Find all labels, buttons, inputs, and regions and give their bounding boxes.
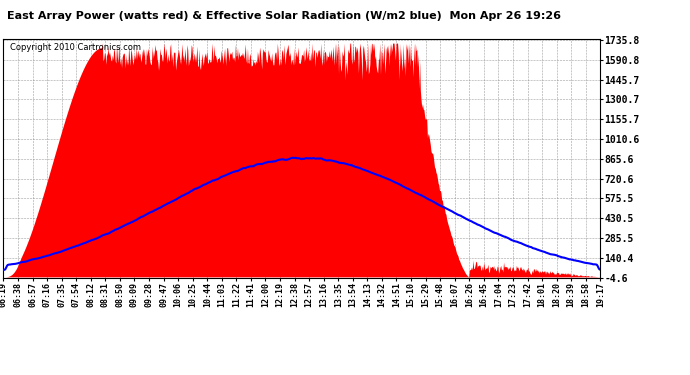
Text: East Array Power (watts red) & Effective Solar Radiation (W/m2 blue)  Mon Apr 26: East Array Power (watts red) & Effective… bbox=[7, 11, 561, 21]
Text: Copyright 2010 Cartronics.com: Copyright 2010 Cartronics.com bbox=[10, 43, 141, 52]
